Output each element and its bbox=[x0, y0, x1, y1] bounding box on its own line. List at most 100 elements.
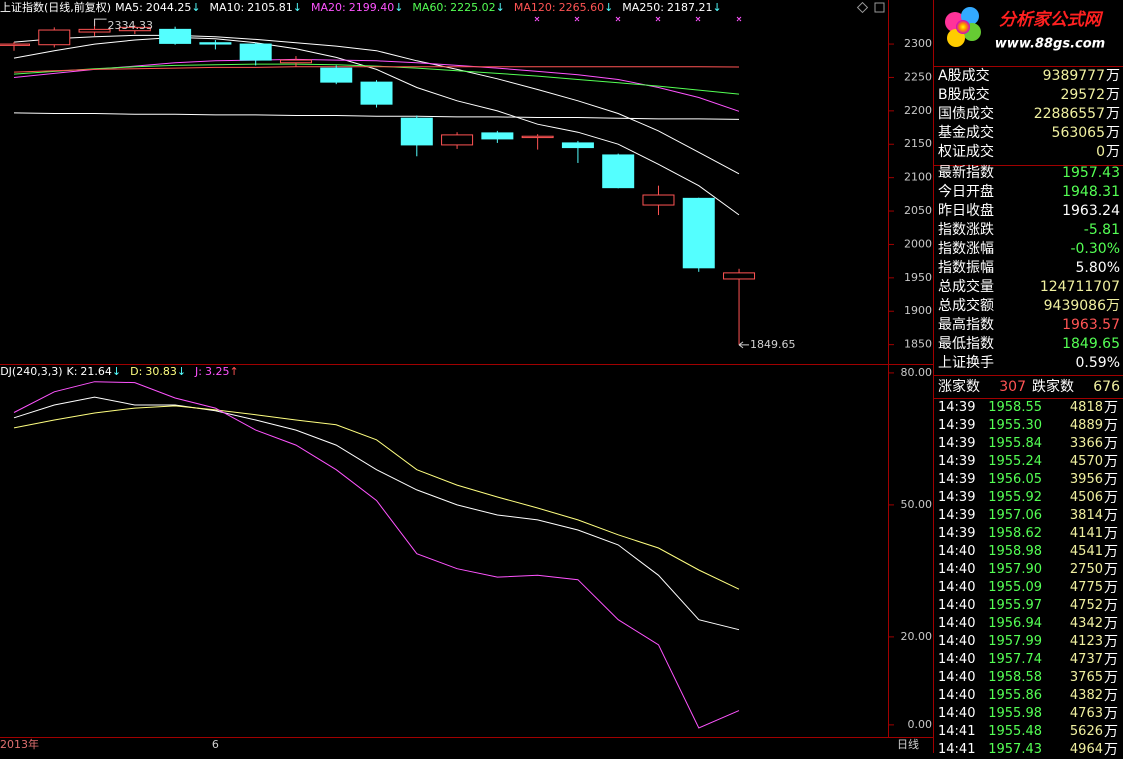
row-value: 1849.65 bbox=[1062, 336, 1120, 352]
tick-unit: 万 bbox=[1104, 508, 1118, 524]
tick-price: 1955.24 bbox=[988, 454, 1042, 469]
candle-body bbox=[159, 28, 192, 44]
tick-unit: 万 bbox=[1104, 742, 1118, 758]
tick-volume: 4541 bbox=[1069, 544, 1103, 559]
legend-value: 2105.81 bbox=[247, 1, 293, 14]
row-label: 基金成交 bbox=[938, 125, 994, 141]
candle-body bbox=[38, 29, 71, 46]
tick-unit: 万 bbox=[1104, 706, 1118, 722]
tick-price: 1957.43 bbox=[988, 742, 1042, 757]
candle-body bbox=[118, 26, 151, 32]
row-value: 22886557 bbox=[1033, 106, 1105, 122]
legend-name: MA120: bbox=[513, 1, 556, 14]
tick-time: 14:40 bbox=[938, 652, 976, 667]
tick-price: 1957.74 bbox=[988, 652, 1042, 667]
indicator-line bbox=[13, 396, 740, 631]
period-label: 日线 bbox=[897, 737, 919, 751]
row-label: A股成交 bbox=[938, 68, 990, 84]
window-icon[interactable] bbox=[874, 2, 885, 13]
tick-volume: 4775 bbox=[1069, 580, 1103, 595]
legend-name: K: bbox=[66, 365, 78, 378]
row-value: 9439086万 bbox=[1043, 298, 1120, 314]
tick-price: 1958.98 bbox=[988, 544, 1042, 559]
row-label: 昨日收盘 bbox=[938, 203, 994, 219]
legend-arrow: ↓ bbox=[712, 1, 722, 14]
breadth-label: 涨家数 bbox=[938, 379, 980, 395]
flower-center bbox=[956, 20, 970, 34]
candle-body bbox=[239, 43, 272, 61]
tick-time: 14:40 bbox=[938, 634, 976, 649]
indicator-line bbox=[13, 381, 740, 729]
legend-name: MA250: bbox=[622, 1, 665, 14]
row-value: 1948.31 bbox=[1062, 184, 1120, 200]
candle-body bbox=[0, 43, 30, 46]
row-label: 指数振幅 bbox=[938, 260, 994, 276]
row-unit: 万 bbox=[1106, 106, 1120, 122]
tick-time: 14:40 bbox=[938, 616, 976, 631]
tick-unit: 万 bbox=[1104, 436, 1118, 452]
tick-time: 14:39 bbox=[938, 418, 976, 433]
low-marker bbox=[738, 341, 750, 349]
window-icon[interactable] bbox=[856, 1, 869, 14]
tick-volume: 4141 bbox=[1069, 526, 1103, 541]
indicator-line bbox=[13, 112, 740, 120]
signal-markers bbox=[534, 16, 742, 22]
legend-name: J: bbox=[195, 365, 202, 378]
indicator-line bbox=[13, 58, 740, 112]
candle-body bbox=[320, 67, 353, 83]
tick-time: 14:40 bbox=[938, 544, 976, 559]
tick-price: 1955.98 bbox=[988, 706, 1042, 721]
y-tick-label: 0.00 bbox=[908, 718, 933, 731]
row-label: 总成交量 bbox=[938, 279, 994, 295]
signal-cross bbox=[534, 16, 742, 22]
y-tick-label: 80.00 bbox=[901, 366, 933, 379]
tick-volume: 3814 bbox=[1069, 508, 1103, 523]
candle-body bbox=[723, 272, 756, 280]
y-tick-label: 2050 bbox=[904, 204, 932, 217]
indicator-line bbox=[13, 405, 740, 590]
candle-body bbox=[682, 197, 715, 269]
row-label: 指数涨幅 bbox=[938, 241, 994, 257]
tick-volume: 5626 bbox=[1069, 724, 1103, 739]
candle-body bbox=[441, 134, 474, 146]
legend-value: 2265.60 bbox=[558, 1, 605, 14]
candle-body bbox=[78, 28, 111, 33]
y-tick-label: 2100 bbox=[904, 171, 932, 184]
tick-unit: 万 bbox=[1104, 562, 1118, 578]
row-label: 上证换手 bbox=[938, 355, 994, 371]
kdj-header: KDJ(240,3,3)K:21.64↓D:30.83↓J:3.25↑ bbox=[0, 365, 248, 379]
tick-price: 1955.97 bbox=[988, 598, 1042, 613]
legend-value: 3.25 bbox=[205, 365, 230, 378]
tick-time: 14:39 bbox=[938, 472, 976, 487]
legend-value: 21.64 bbox=[80, 365, 112, 378]
candle-body bbox=[400, 117, 433, 146]
logo-icon bbox=[945, 7, 981, 47]
row-label: 最新指数 bbox=[938, 165, 994, 181]
tick-time: 14:40 bbox=[938, 670, 976, 685]
legend-name: MA60: bbox=[412, 1, 448, 14]
legend-value: 2199.40 bbox=[348, 1, 395, 14]
tick-time: 14:39 bbox=[938, 490, 976, 505]
tick-price: 1955.92 bbox=[988, 490, 1042, 505]
x-tick-label: 2013年 bbox=[0, 737, 39, 751]
tick-volume: 3366 bbox=[1069, 436, 1103, 451]
tick-time: 14:40 bbox=[938, 562, 976, 577]
tick-volume: 4506 bbox=[1069, 490, 1103, 505]
tick-unit: 万 bbox=[1104, 544, 1118, 560]
tick-time: 14:39 bbox=[938, 436, 976, 451]
legend-value: 30.83 bbox=[145, 365, 177, 378]
tick-volume: 4818 bbox=[1069, 400, 1103, 415]
x-tick-label: 6 bbox=[212, 738, 219, 751]
row-value: 5.80% bbox=[1075, 260, 1120, 276]
tick-unit: 万 bbox=[1104, 472, 1118, 488]
row-value: 1957.43 bbox=[1062, 165, 1120, 181]
tick-unit: 万 bbox=[1104, 652, 1118, 668]
row-value: -0.30% bbox=[1070, 241, 1120, 257]
tick-volume: 4570 bbox=[1069, 454, 1103, 469]
low-label: 1849.65 bbox=[750, 338, 796, 351]
legend-arrow: ↓ bbox=[292, 1, 302, 14]
tick-volume: 4123 bbox=[1069, 634, 1103, 649]
tick-price: 1957.99 bbox=[988, 634, 1042, 649]
row-label: 总成交额 bbox=[938, 298, 994, 314]
